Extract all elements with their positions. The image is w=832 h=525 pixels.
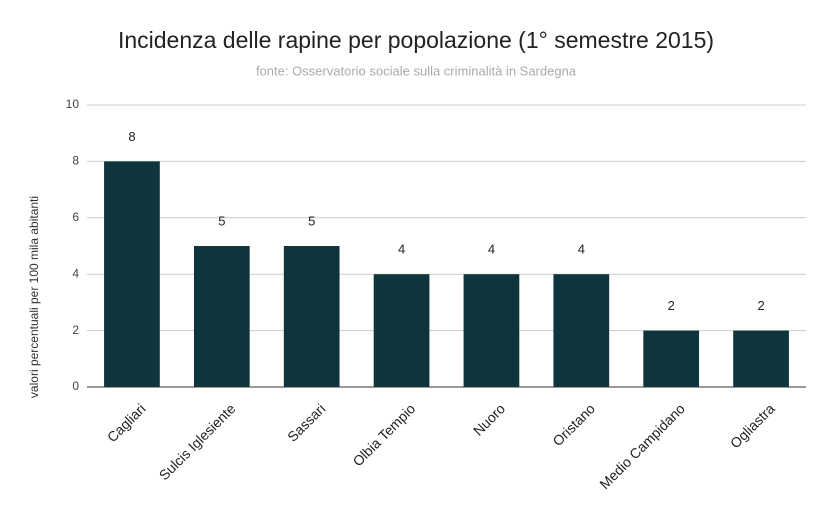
x-tick-label: Olbia Tempio <box>349 400 418 469</box>
value-label: 8 <box>128 129 135 144</box>
x-tick-label: Nuoro <box>470 400 508 438</box>
bar <box>373 274 430 387</box>
value-label: 4 <box>578 242 585 257</box>
bar <box>553 274 610 387</box>
value-label: 4 <box>398 242 405 257</box>
y-tick-label: 8 <box>72 154 79 168</box>
value-label: 5 <box>218 213 225 228</box>
bar <box>283 246 340 387</box>
y-tick-label: 4 <box>72 266 79 280</box>
value-label: 5 <box>308 213 315 228</box>
x-tick-label: Ogliastra <box>727 400 778 451</box>
bar <box>463 274 520 387</box>
y-tick-label: 0 <box>72 379 79 393</box>
x-tick-label: Cagliari <box>104 400 149 445</box>
y-axis-label: valori percentuali per 100 mila abitanti <box>27 196 41 398</box>
y-tick-label: 10 <box>66 97 80 111</box>
value-label: 2 <box>757 298 764 313</box>
bar <box>643 330 700 387</box>
chart-subtitle: fonte: Osservatorio sociale sulla crimin… <box>256 63 577 78</box>
bar <box>733 330 789 387</box>
x-tick-label: Medio Campidano <box>596 400 688 492</box>
value-label: 4 <box>488 242 495 257</box>
value-label: 2 <box>668 298 675 313</box>
bar <box>193 246 250 387</box>
y-tick-label: 6 <box>72 210 79 224</box>
x-tick-label: Sassari <box>284 400 328 444</box>
bar <box>104 161 160 387</box>
y-tick-label: 2 <box>72 323 79 337</box>
chart-title: Incidenza delle rapine per popolazione (… <box>118 27 714 53</box>
x-tick-label: Sulcis Iglesiente <box>156 400 239 483</box>
x-tick-label: Oristano <box>549 400 598 449</box>
